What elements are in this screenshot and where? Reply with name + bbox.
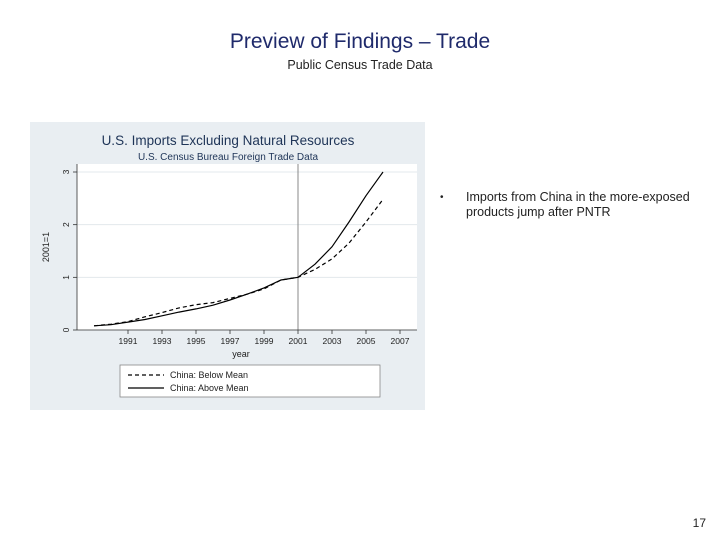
bullet-list: • Imports from China in the more-exposed…: [440, 190, 690, 220]
x-tick-label: 1997: [221, 336, 240, 346]
slide-title: Preview of Findings – Trade: [229, 30, 491, 53]
chart-subtitle: U.S. Census Bureau Foreign Trade Data: [138, 152, 319, 163]
x-tick-label: 1995: [187, 336, 206, 346]
x-tick-label: 2001: [289, 336, 308, 346]
x-tick-label: 2005: [357, 336, 376, 346]
x-tick-label: 1993: [153, 336, 172, 346]
x-tick-label: 2007: [391, 336, 410, 346]
x-tick-label: 1991: [119, 336, 138, 346]
chart-panel: U.S. Imports Excluding Natural Resources…: [30, 122, 425, 410]
x-axis-title: year: [232, 349, 250, 359]
x-tick-label: 1999: [255, 336, 274, 346]
slide-subtitle: Public Census Trade Data: [287, 58, 433, 72]
x-tick-label: 2003: [323, 336, 342, 346]
plot-area: [77, 164, 417, 330]
line-chart: U.S. Imports Excluding Natural Resources…: [41, 133, 417, 398]
slide-number: 17: [692, 516, 706, 530]
legend: China: Below Mean China: Above Mean: [119, 364, 381, 398]
axis-layer: 0 1 2 3 1991 1993 1995 1997 1999 2001 2003 2005 2007: [61, 164, 417, 346]
bullet-dot-icon: •: [440, 192, 444, 203]
bullet-item: • Imports from China in the more-exposed…: [440, 190, 690, 220]
series-line-below-mean: [93, 199, 384, 327]
y-axis-title: 2001=1: [41, 232, 51, 262]
marks-layer: [93, 164, 384, 330]
legend-box: [119, 364, 381, 398]
legend-label: China: Below Mean: [170, 370, 248, 380]
y-tick-label: 0: [61, 327, 71, 332]
series-line-above-mean: [93, 171, 384, 327]
bullet-text: Imports from China in the more-exposed p…: [466, 190, 690, 219]
y-tick-label: 2: [61, 222, 71, 227]
legend-label: China: Above Mean: [170, 383, 249, 393]
chart-title: U.S. Imports Excluding Natural Resources: [102, 133, 355, 148]
y-tick-label: 3: [61, 169, 71, 174]
y-tick-label: 1: [61, 275, 71, 280]
